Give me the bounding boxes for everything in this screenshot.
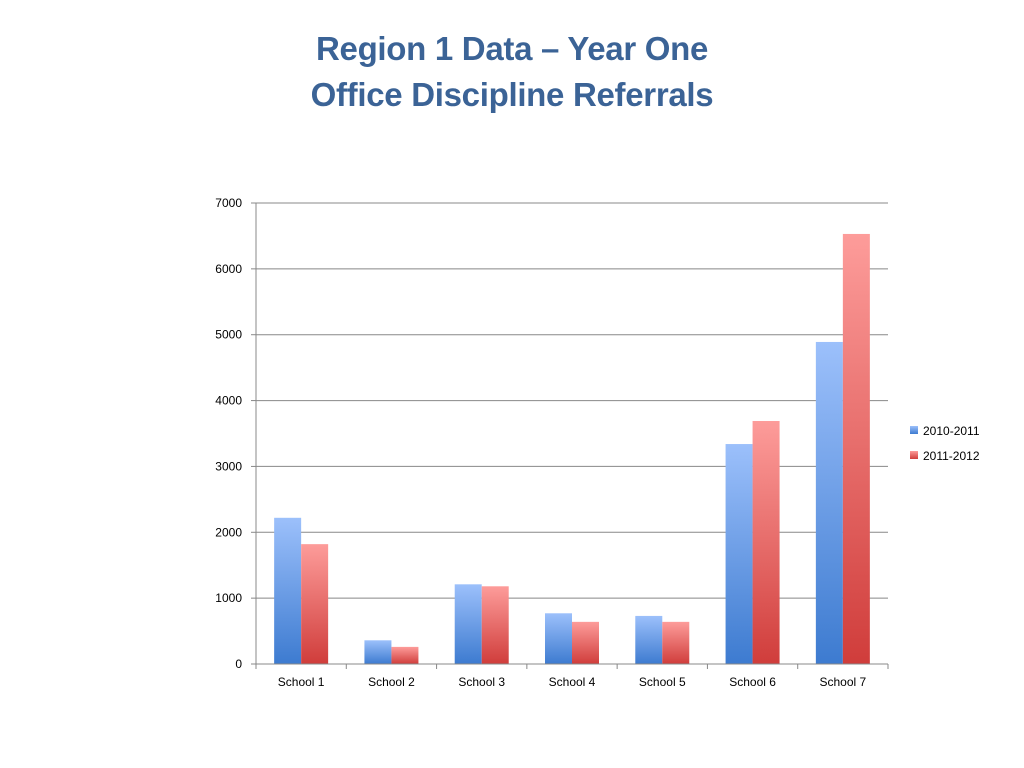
y-tick-label: 0	[235, 657, 242, 671]
bar-2010-2011-school-1	[274, 517, 302, 664]
legend-swatch	[910, 426, 918, 434]
y-tick-label: 7000	[215, 196, 242, 210]
legend-label: 2010-2011	[923, 424, 980, 438]
gridlines	[256, 202, 888, 599]
bar-2011-2012-school-7	[842, 233, 870, 664]
bar-2010-2011-school-2	[364, 640, 392, 664]
y-tick-label: 1000	[215, 591, 242, 605]
x-tick-label: School 6	[729, 675, 776, 689]
legend: 2010-2011 2011-2012	[910, 424, 980, 463]
y-tick-label: 6000	[215, 262, 242, 276]
bar-2011-2012-school-2	[391, 646, 419, 664]
axes: 0 1000 2000 3000 4000 5000 6000 7000 School 1 Sch…	[215, 196, 889, 689]
bar-2010-2011-school-7	[815, 341, 843, 664]
title-line-2: Office Discipline Referrals	[310, 76, 714, 113]
y-tick-label: 5000	[215, 328, 242, 342]
y-tick-label: 3000	[215, 459, 242, 473]
x-tick-label: School 3	[458, 675, 505, 689]
legend-label: 2011-2012	[923, 449, 980, 463]
bars	[274, 233, 870, 664]
bar-2011-2012-school-3	[481, 586, 509, 664]
legend-swatch	[910, 451, 918, 459]
bar-2010-2011-school-6	[725, 444, 753, 664]
bar-2011-2012-school-4	[572, 621, 599, 664]
bar-2010-2011-school-3	[454, 584, 482, 664]
y-tick-label: 4000	[215, 394, 242, 408]
title-line-1: Region 1 Data – Year One	[315, 30, 709, 67]
bar-2011-2012-school-5	[662, 621, 690, 664]
bar-2010-2011-school-4	[545, 613, 572, 664]
x-tick-label: School 5	[639, 675, 686, 689]
x-tick-label: School 2	[368, 675, 415, 689]
x-tick-label: School 7	[820, 675, 867, 689]
x-tick-label: School 1	[278, 675, 325, 689]
bar-2011-2012-school-1	[301, 544, 329, 664]
bar-2011-2012-school-6	[752, 420, 780, 664]
y-tick-label: 2000	[215, 525, 242, 539]
bar-2010-2011-school-5	[635, 615, 663, 664]
x-tick-label: School 4	[549, 675, 596, 689]
slide-title: Region 1 Data – Year One Office Discipli…	[0, 26, 1024, 118]
